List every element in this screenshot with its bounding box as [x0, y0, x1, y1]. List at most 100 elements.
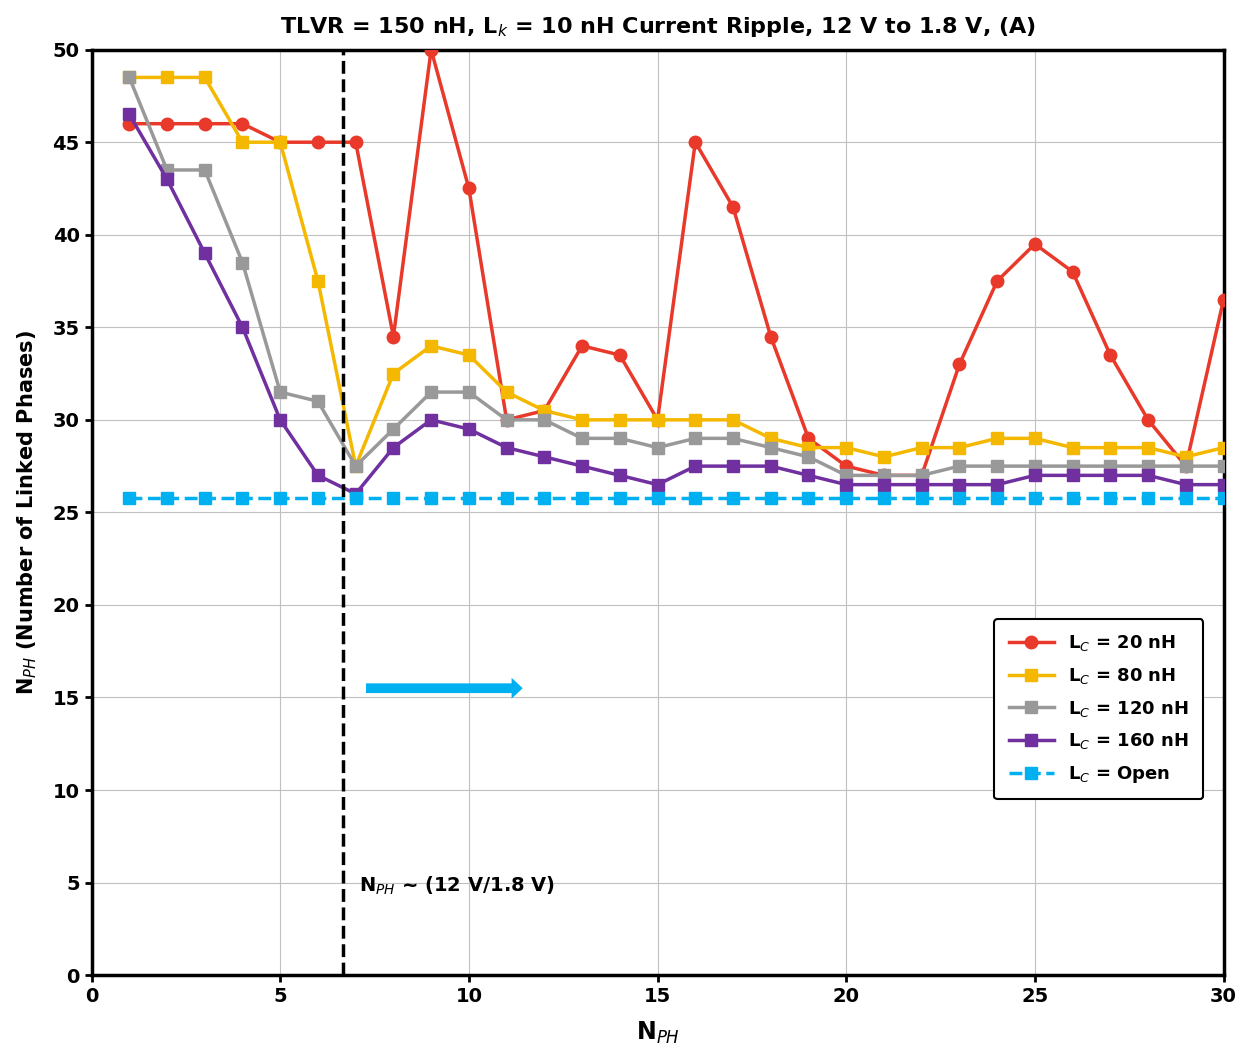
- L$_C$ = 160 nH: [914, 479, 929, 491]
- L$_C$ = Open: [650, 491, 665, 504]
- L$_C$ = 160 nH: [386, 441, 401, 454]
- L$_C$ = 80 nH: [235, 136, 250, 149]
- L$_C$ = 120 nH: [386, 422, 401, 435]
- L$_C$ = 20 nH: [537, 404, 552, 417]
- L$_C$ = 20 nH: [650, 414, 665, 427]
- L$_C$ = 160 nH: [1065, 469, 1080, 482]
- L$_C$ = 160 nH: [121, 108, 136, 121]
- L$_C$ = Open: [575, 491, 590, 504]
- L$_C$ = Open: [952, 491, 967, 504]
- L$_C$ = Open: [1141, 491, 1156, 504]
- Text: N$_{PH}$ ~ (12 V/1.8 V): N$_{PH}$ ~ (12 V/1.8 V): [359, 875, 556, 898]
- L$_C$ = 120 nH: [801, 451, 816, 464]
- L$_C$ = 20 nH: [687, 136, 702, 149]
- L$_C$ = 120 nH: [423, 386, 438, 399]
- L$_C$ = Open: [235, 491, 250, 504]
- L$_C$ = 80 nH: [764, 432, 779, 445]
- L$_C$ = 80 nH: [1216, 441, 1231, 454]
- L$_C$ = 120 nH: [839, 469, 854, 482]
- L$_C$ = 160 nH: [989, 479, 1004, 491]
- L$_C$ = 20 nH: [500, 414, 515, 427]
- L$_C$ = 20 nH: [1065, 265, 1080, 278]
- L$_C$ = 160 nH: [650, 479, 665, 491]
- L$_C$ = Open: [1028, 491, 1043, 504]
- L$_C$ = 120 nH: [952, 459, 967, 472]
- L$_C$ = 160 nH: [235, 320, 250, 333]
- L$_C$ = 80 nH: [1103, 441, 1118, 454]
- L$_C$ = 20 nH: [1216, 293, 1231, 306]
- L$_C$ = 20 nH: [989, 275, 1004, 288]
- L$_C$ = Open: [500, 491, 515, 504]
- L$_C$ = 20 nH: [1141, 414, 1156, 427]
- L$_C$ = 160 nH: [952, 479, 967, 491]
- L$_C$ = 160 nH: [687, 459, 702, 472]
- L$_C$ = 20 nH: [575, 340, 590, 352]
- L$_C$ = Open: [386, 491, 401, 504]
- L$_C$ = Open: [348, 491, 363, 504]
- L$_C$ = 80 nH: [725, 414, 740, 427]
- L$_C$ = 120 nH: [235, 256, 250, 268]
- L$_C$ = 120 nH: [575, 432, 590, 445]
- Line: L$_C$ = 120 nH: L$_C$ = 120 nH: [123, 71, 1229, 482]
- L$_C$ = 120 nH: [348, 459, 363, 472]
- L$_C$ = 160 nH: [198, 247, 213, 260]
- L$_C$ = 160 nH: [725, 459, 740, 472]
- L$_C$ = 80 nH: [121, 71, 136, 84]
- L$_C$ = 120 nH: [1178, 459, 1193, 472]
- L$_C$ = Open: [989, 491, 1004, 504]
- L$_C$ = 120 nH: [500, 414, 515, 427]
- L$_C$ = 120 nH: [198, 163, 213, 176]
- L$_C$ = Open: [876, 491, 891, 504]
- L$_C$ = 20 nH: [764, 330, 779, 343]
- L$_C$ = 80 nH: [159, 71, 174, 84]
- L$_C$ = 80 nH: [1028, 432, 1043, 445]
- L$_C$ = 80 nH: [198, 71, 213, 84]
- Title: TLVR = 150 nH, L$_k$ = 10 nH Current Ripple, 12 V to 1.8 V, (A): TLVR = 150 nH, L$_k$ = 10 nH Current Rip…: [279, 15, 1035, 39]
- L$_C$ = 120 nH: [273, 386, 288, 399]
- L$_C$ = 160 nH: [876, 479, 891, 491]
- Line: L$_C$ = Open: L$_C$ = Open: [123, 491, 1229, 504]
- L$_C$ = 20 nH: [1178, 459, 1193, 472]
- L$_C$ = 160 nH: [310, 469, 326, 482]
- L$_C$ = 160 nH: [273, 414, 288, 427]
- L$_C$ = 120 nH: [159, 163, 174, 176]
- L$_C$ = 80 nH: [1065, 441, 1080, 454]
- L$_C$ = 80 nH: [914, 441, 929, 454]
- L$_C$ = 160 nH: [764, 459, 779, 472]
- L$_C$ = Open: [1065, 491, 1080, 504]
- L$_C$ = 80 nH: [423, 340, 438, 352]
- L$_C$ = 20 nH: [159, 118, 174, 131]
- L$_C$ = 160 nH: [537, 451, 552, 464]
- L$_C$ = 120 nH: [1216, 459, 1231, 472]
- L$_C$ = Open: [310, 491, 326, 504]
- L$_C$ = 20 nH: [801, 432, 816, 445]
- L$_C$ = 80 nH: [500, 386, 515, 399]
- Legend: L$_C$ = 20 nH, L$_C$ = 80 nH, L$_C$ = 120 nH, L$_C$ = 160 nH, L$_C$ = Open: L$_C$ = 20 nH, L$_C$ = 80 nH, L$_C$ = 12…: [994, 619, 1203, 800]
- L$_C$ = Open: [687, 491, 702, 504]
- L$_C$ = Open: [462, 491, 477, 504]
- L$_C$ = 120 nH: [1103, 459, 1118, 472]
- Line: L$_C$ = 20 nH: L$_C$ = 20 nH: [123, 44, 1229, 482]
- L$_C$ = 120 nH: [764, 441, 779, 454]
- L$_C$ = 120 nH: [687, 432, 702, 445]
- L$_C$ = Open: [121, 491, 136, 504]
- L$_C$ = 20 nH: [273, 136, 288, 149]
- L$_C$ = 20 nH: [462, 182, 477, 195]
- L$_C$ = 120 nH: [1065, 459, 1080, 472]
- L$_C$ = 80 nH: [1141, 441, 1156, 454]
- L$_C$ = 20 nH: [121, 118, 136, 131]
- L$_C$ = 20 nH: [423, 44, 438, 56]
- L$_C$ = 120 nH: [462, 386, 477, 399]
- X-axis label: N$_{PH}$: N$_{PH}$: [636, 1020, 680, 1046]
- L$_C$ = 120 nH: [612, 432, 627, 445]
- L$_C$ = Open: [801, 491, 816, 504]
- L$_C$ = 160 nH: [1141, 469, 1156, 482]
- L$_C$ = 80 nH: [348, 459, 363, 472]
- L$_C$ = 20 nH: [1028, 238, 1043, 250]
- L$_C$ = 20 nH: [348, 136, 363, 149]
- L$_C$ = 20 nH: [914, 469, 929, 482]
- L$_C$ = 120 nH: [725, 432, 740, 445]
- L$_C$ = 20 nH: [310, 136, 326, 149]
- L$_C$ = 160 nH: [1216, 479, 1231, 491]
- L$_C$ = 80 nH: [1178, 451, 1193, 464]
